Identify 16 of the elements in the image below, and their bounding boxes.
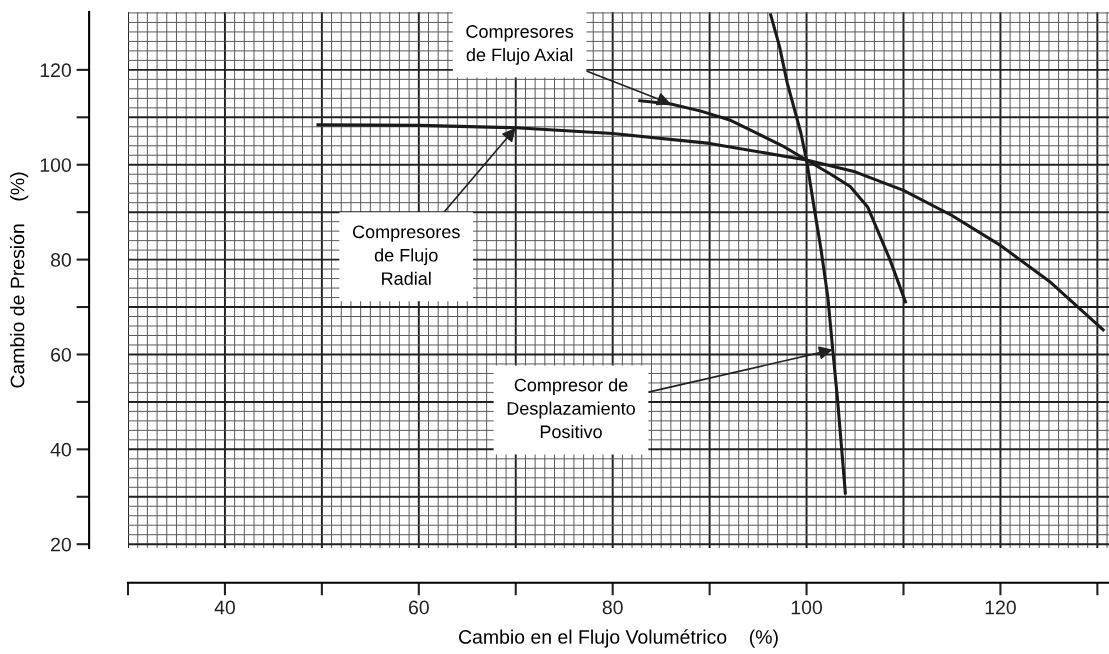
annotation: Compresores de Flujo Radial bbox=[352, 225, 460, 285]
y-tick-label: 40 bbox=[50, 442, 71, 457]
x-tick-label: 100 bbox=[791, 600, 823, 615]
y-tick-label: 20 bbox=[51, 537, 71, 552]
x-tick-label: 80 bbox=[602, 600, 623, 615]
y-tick-label: 60 bbox=[51, 347, 71, 362]
annotation: Compresor de Desplazamiento Positivo bbox=[507, 378, 635, 439]
y-axis-title: Cambio de Presión (%) bbox=[9, 172, 29, 388]
annotation: Compresores de Flujo Axial bbox=[466, 25, 574, 65]
x-axis-title: Cambio en el Flujo Volumétrico (%) bbox=[459, 629, 778, 648]
x-tick-label: 40 bbox=[214, 600, 235, 615]
y-tick-label: 80 bbox=[50, 253, 71, 267]
x-tick-label: 60 bbox=[408, 600, 429, 615]
x-tick-label: 120 bbox=[985, 600, 1016, 615]
y-tick-label: 120 bbox=[40, 63, 71, 78]
y-tick-label: 100 bbox=[40, 158, 71, 172]
